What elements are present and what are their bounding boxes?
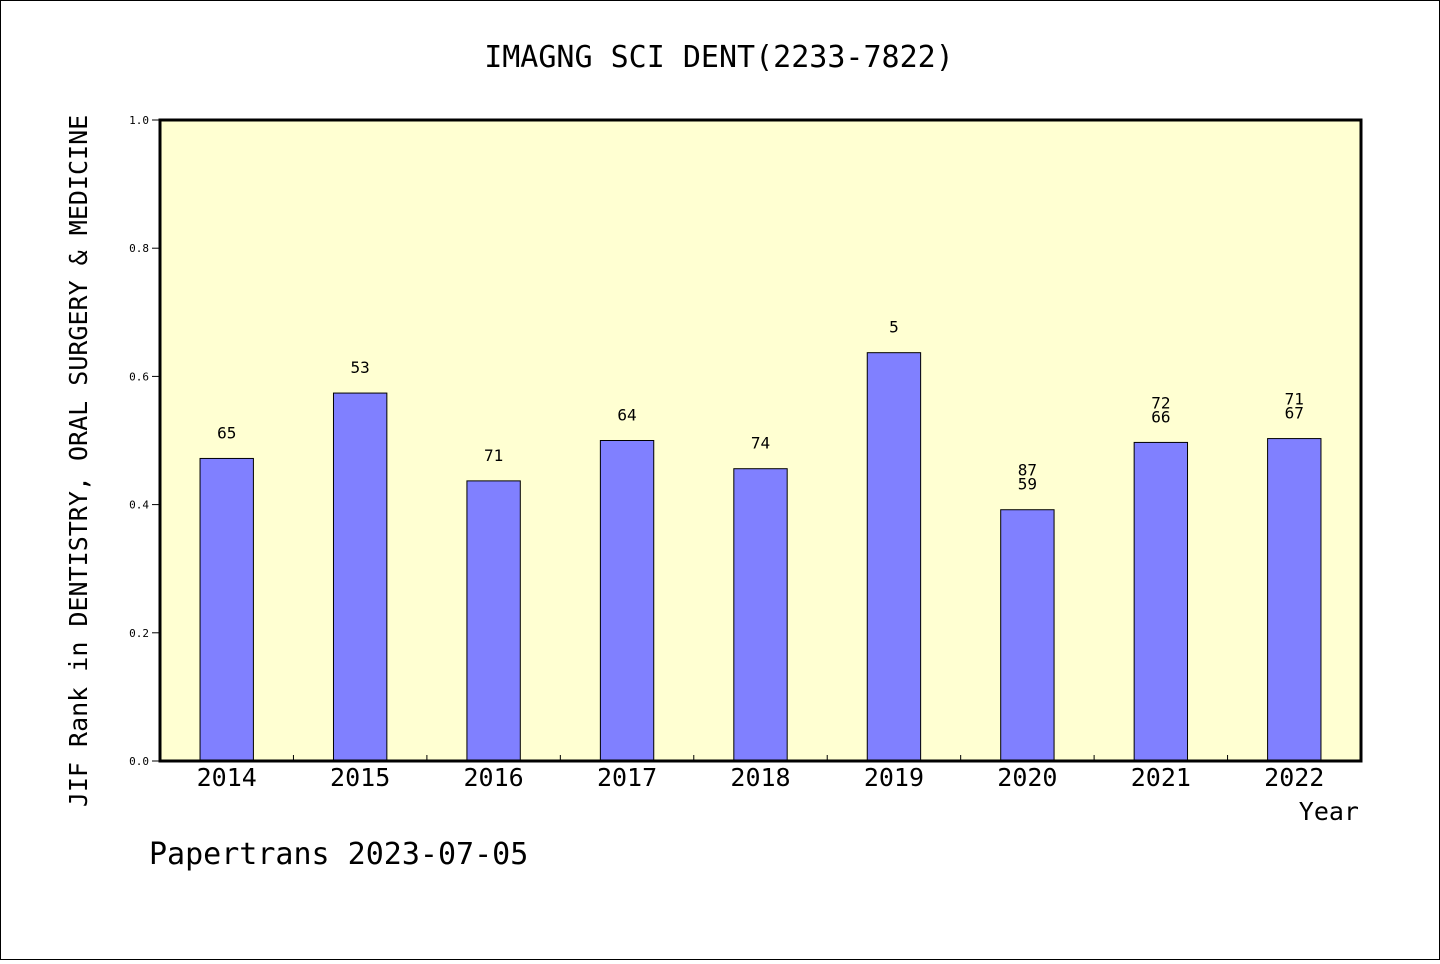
data-label-2022-2: 67 <box>1285 404 1304 423</box>
y-tick-label: 1.0 <box>129 114 149 127</box>
data-label-2022-1: 71 <box>1285 390 1304 409</box>
y-tick-label: 0.8 <box>129 242 149 255</box>
y-axis: 0.0 0.2 0.4 0.6 0.8 1.0 <box>129 114 160 768</box>
bar-2018 <box>733 468 788 762</box>
y-axis-label: JIF Rank in DENTISTRY, ORAL SURGERY & ME… <box>64 115 93 807</box>
x-axis-label: Year <box>1299 797 1359 826</box>
data-label-2020-1: 87 <box>1018 461 1037 480</box>
data-label-2020-2: 59 <box>1018 475 1037 494</box>
x-axis: 2014 2015 2016 2017 2018 2019 2020 2021 2022 <box>197 755 1324 792</box>
bar-2014 <box>199 457 254 762</box>
x-tick-label-2017: 2017 <box>597 763 657 792</box>
bars-group <box>199 352 1322 762</box>
data-label-2015-1: 53 <box>351 358 370 377</box>
y-tick-label: 0.4 <box>129 499 149 512</box>
data-label-2014-1: 65 <box>217 423 236 442</box>
bar-2015 <box>332 392 388 762</box>
x-tick-label-2021: 2021 <box>1131 763 1191 792</box>
data-label-2021-2: 66 <box>1151 407 1170 426</box>
bar-2019 <box>866 352 922 762</box>
x-tick-label-2016: 2016 <box>464 763 524 792</box>
x-tick-label-2014: 2014 <box>197 763 257 792</box>
footer-credit: Papertrans 2023-07-05 <box>149 837 528 872</box>
plot-border <box>158 118 1363 763</box>
x-tick-label-2020: 2020 <box>997 763 1057 792</box>
chart-title: IMAGNG SCI DENT(2233-7822) <box>484 40 954 75</box>
bar-2017 <box>599 440 655 762</box>
bar-2021 <box>1133 441 1189 762</box>
bar-2016 <box>466 480 521 762</box>
x-tick-label-2022: 2022 <box>1264 763 1324 792</box>
data-label-2019-1: 5 <box>889 318 899 337</box>
y-tick-label: 0.2 <box>129 627 149 640</box>
data-label-2018-1: 74 <box>751 434 770 453</box>
data-label-2021-1: 72 <box>1151 393 1170 412</box>
data-label-2017-1: 64 <box>617 406 636 425</box>
y-tick-label: 0.6 <box>129 370 149 383</box>
data-label-2016-1: 71 <box>484 446 503 465</box>
x-tick-label-2018: 2018 <box>730 763 790 792</box>
x-tick-label-2019: 2019 <box>864 763 924 792</box>
bar-2022 <box>1267 438 1322 762</box>
y-tick-label: 0.0 <box>129 755 149 768</box>
bar-2020 <box>1000 509 1055 762</box>
x-tick-label-2015: 2015 <box>330 763 390 792</box>
